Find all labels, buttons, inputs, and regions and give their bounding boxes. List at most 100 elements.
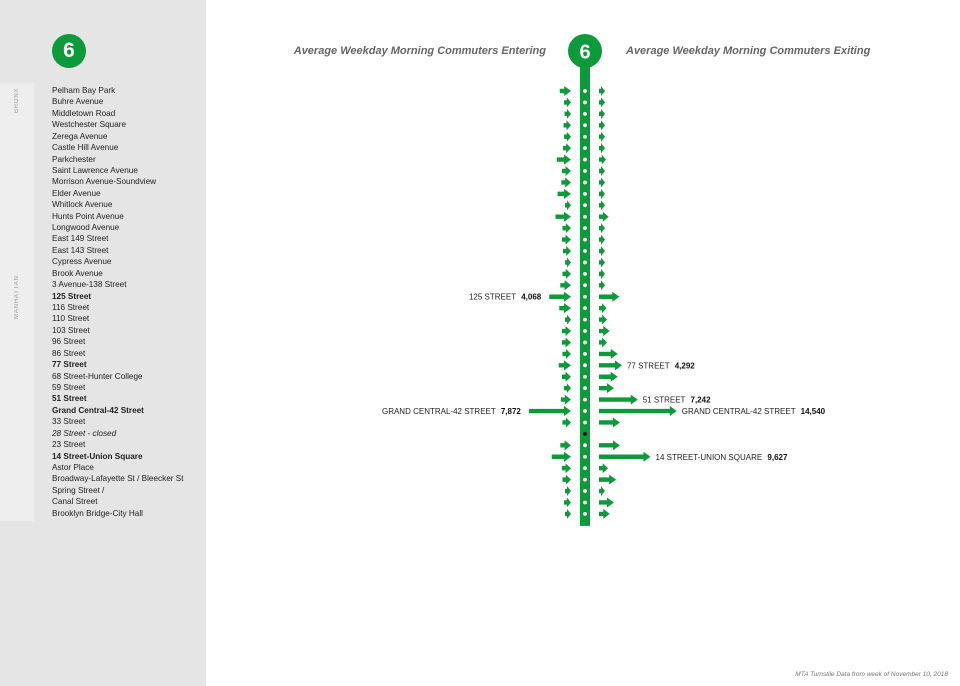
exiting-arrow (599, 291, 620, 302)
station-dot (583, 146, 587, 151)
exiting-arrow (599, 280, 605, 291)
annotation-value: 14,540 (801, 407, 826, 416)
exiting-arrow (599, 223, 605, 234)
station-list-item: Parkchester (52, 154, 96, 164)
station-list-item: 28 Street - closed (52, 428, 117, 438)
exiting-arrow (599, 474, 617, 485)
station-dot (583, 249, 587, 253)
entering-arrow (562, 143, 571, 154)
station-list-item: Astor Place (52, 462, 94, 472)
entering-arrow (561, 177, 571, 188)
station-dot (583, 294, 587, 299)
entering-arrow (563, 120, 571, 131)
station-list-item: Cypress Avenue (52, 257, 112, 267)
exiting-arrow (599, 177, 605, 188)
exiting-arrow (599, 463, 609, 474)
station-dot (583, 283, 587, 288)
line-badge: 6 (52, 34, 86, 68)
station-dot (583, 420, 587, 425)
entering-arrow (562, 223, 571, 234)
station-dot (583, 134, 587, 139)
station-list-item: 59 Street (52, 382, 86, 392)
entering-arrow (560, 440, 571, 451)
entering-arrow (564, 108, 571, 119)
station-dot (583, 237, 587, 242)
station-dot (583, 512, 587, 516)
annotation-station: GRAND CENTRAL-42 STREET (682, 407, 798, 416)
borough-band (0, 83, 34, 293)
title-entering: Average Weekday Morning Commuters Enteri… (293, 45, 546, 57)
exiting-arrow (599, 234, 605, 245)
station-dot (583, 169, 587, 173)
exiting-arrow (599, 257, 605, 268)
station-dot (583, 123, 587, 128)
station-list-item: 23 Street (52, 440, 86, 450)
exiting-arrow (599, 440, 620, 451)
station-dot (583, 306, 587, 311)
exiting-arrow (599, 108, 605, 119)
entering-arrow (561, 337, 571, 348)
exiting-arrow (599, 211, 609, 222)
exiting-arrow (599, 268, 605, 279)
station-list-item: 103 Street (52, 325, 90, 335)
entering-arrow (564, 97, 571, 108)
station-dot (583, 271, 587, 276)
entering-arrow (565, 508, 571, 519)
entering-arrow (564, 497, 571, 508)
annotation-label: 14 STREET-UNION SQUARE 9,627 (656, 453, 788, 462)
station-list-item: Brook Avenue (52, 268, 103, 278)
station-dot (583, 500, 587, 505)
exiting-arrow (599, 200, 605, 211)
exiting-arrow (599, 97, 605, 108)
entering-arrow (564, 383, 571, 394)
entering-arrow (551, 451, 571, 462)
sidebar: BRONX MANHATTAN 6 Pelham Bay Park Buhre Av… (0, 0, 206, 686)
entering-arrow (555, 211, 571, 222)
station-list-item: Elder Avenue (52, 188, 101, 198)
exiting-arrow (599, 131, 605, 142)
annotation-value: 9,627 (767, 453, 788, 462)
station-list-item: Morrison Avenue-Soundview (52, 177, 157, 187)
station-list-item: 3 Avenue-138 Street (52, 280, 127, 290)
entering-arrow (559, 303, 571, 314)
station-dot (583, 386, 587, 391)
station-list-item: Grand Central-42 Street (52, 405, 144, 415)
station-list-item: Hunts Point Avenue (52, 211, 124, 221)
station-dot (583, 466, 587, 471)
entering-arrow (561, 166, 571, 177)
exiting-arrow (599, 337, 608, 348)
station-list-item: Whitlock Avenue (52, 200, 113, 210)
exiting-arrow (599, 143, 605, 154)
exiting-arrow (599, 451, 651, 462)
station-list-item: 51 Street (52, 394, 87, 404)
station-list-item: Spring Street / (52, 485, 105, 495)
entering-arrow (562, 417, 571, 428)
entering-arrow (565, 314, 571, 325)
station-dot (583, 374, 587, 379)
annotation-station: 51 STREET (643, 396, 688, 405)
entering-arrow (561, 463, 571, 474)
exiting-arrow (599, 417, 620, 428)
station-dot (583, 191, 587, 196)
entering-arrow (562, 268, 571, 279)
station-dot (583, 157, 587, 162)
station-list-item: Middletown Road (52, 108, 116, 118)
source-note: MTA Turnstile Data from week of November… (795, 671, 948, 678)
station-list-item: Zerega Avenue (52, 131, 108, 141)
exiting-arrow (599, 486, 605, 497)
station-dot (583, 89, 587, 93)
station-list-item: Broadway-Lafayette St / Bleecker St (52, 474, 184, 484)
station-list-item: Longwood Avenue (52, 223, 120, 233)
station-list-item: Brooklyn Bridge-City Hall (52, 508, 144, 518)
station-list-item: 14 Street-Union Square (52, 451, 143, 461)
entering-arrow (559, 86, 571, 96)
entering-arrow (556, 154, 571, 165)
entering-arrow (562, 246, 571, 257)
station-list-item: Canal Street (52, 497, 98, 507)
station-dot (583, 111, 587, 116)
borough-band (0, 288, 34, 521)
station-list-item: East 143 Street (52, 245, 109, 255)
exiting-arrow (599, 154, 606, 165)
exiting-arrow (599, 120, 605, 131)
title-exiting: Average Weekday Morning Commuters Exitin… (626, 45, 871, 57)
